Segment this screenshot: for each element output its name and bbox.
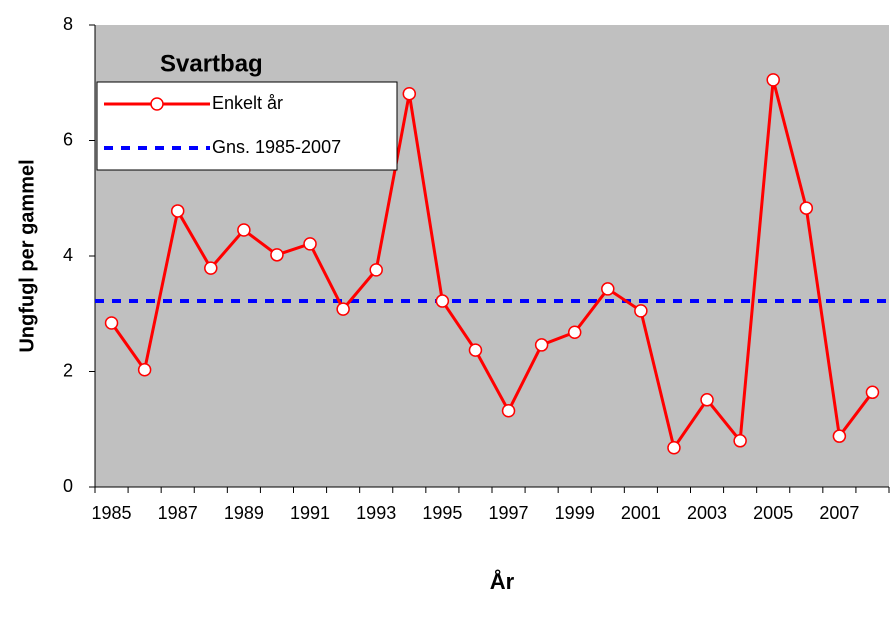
legend-box xyxy=(96,81,398,171)
data-point xyxy=(634,304,648,318)
data-point xyxy=(402,86,417,101)
x-tick-label: 2007 xyxy=(819,503,859,523)
legend-title: Svartbag xyxy=(160,50,263,77)
data-point xyxy=(170,204,185,218)
y-tick-label: 2 xyxy=(63,360,73,380)
data-point xyxy=(137,363,152,377)
data-point xyxy=(303,237,317,251)
data-line xyxy=(110,79,874,452)
data-point xyxy=(336,302,350,316)
x-tick-label: 1991 xyxy=(290,503,330,523)
data-point xyxy=(270,248,284,262)
x-tick-label: 1993 xyxy=(356,503,396,523)
data-point xyxy=(104,316,119,330)
x-tick-label: 1989 xyxy=(224,503,264,523)
y-tick-label: 4 xyxy=(63,245,73,265)
x-tick-label: 2005 xyxy=(753,503,793,523)
data-point xyxy=(468,343,483,357)
x-tick-label: 1997 xyxy=(489,503,529,523)
data-point xyxy=(369,263,383,277)
legend-label: Gns. 1985-2007 xyxy=(212,137,341,157)
data-point xyxy=(567,325,582,339)
data-point xyxy=(766,73,780,87)
x-tick-label: 1987 xyxy=(158,503,198,523)
legend-label: Enkelt år xyxy=(212,93,283,113)
data-point xyxy=(799,201,814,215)
x-axis-label: År xyxy=(490,568,515,594)
data-point xyxy=(534,338,549,352)
data-point xyxy=(435,294,450,308)
data-point xyxy=(733,434,747,448)
x-tick-label: 1985 xyxy=(92,503,132,523)
y-tick-label: 6 xyxy=(63,129,73,149)
x-tick-label: 1999 xyxy=(555,503,595,523)
data-point xyxy=(501,404,516,418)
data-point xyxy=(237,223,251,237)
y-tick-label: 8 xyxy=(63,14,73,34)
data-point xyxy=(700,393,714,407)
x-tick-label: 1995 xyxy=(422,503,462,523)
y-tick-label: 0 xyxy=(63,476,73,496)
data-point xyxy=(865,385,880,400)
data-point xyxy=(601,282,615,296)
legend-marker xyxy=(150,97,164,111)
x-tick-label: 2003 xyxy=(687,503,727,523)
data-point xyxy=(204,261,218,275)
x-tick-label: 2001 xyxy=(621,503,661,523)
data-point xyxy=(667,440,681,455)
data-point xyxy=(832,429,847,443)
y-axis-label: Ungfugl per gammel xyxy=(16,159,38,352)
